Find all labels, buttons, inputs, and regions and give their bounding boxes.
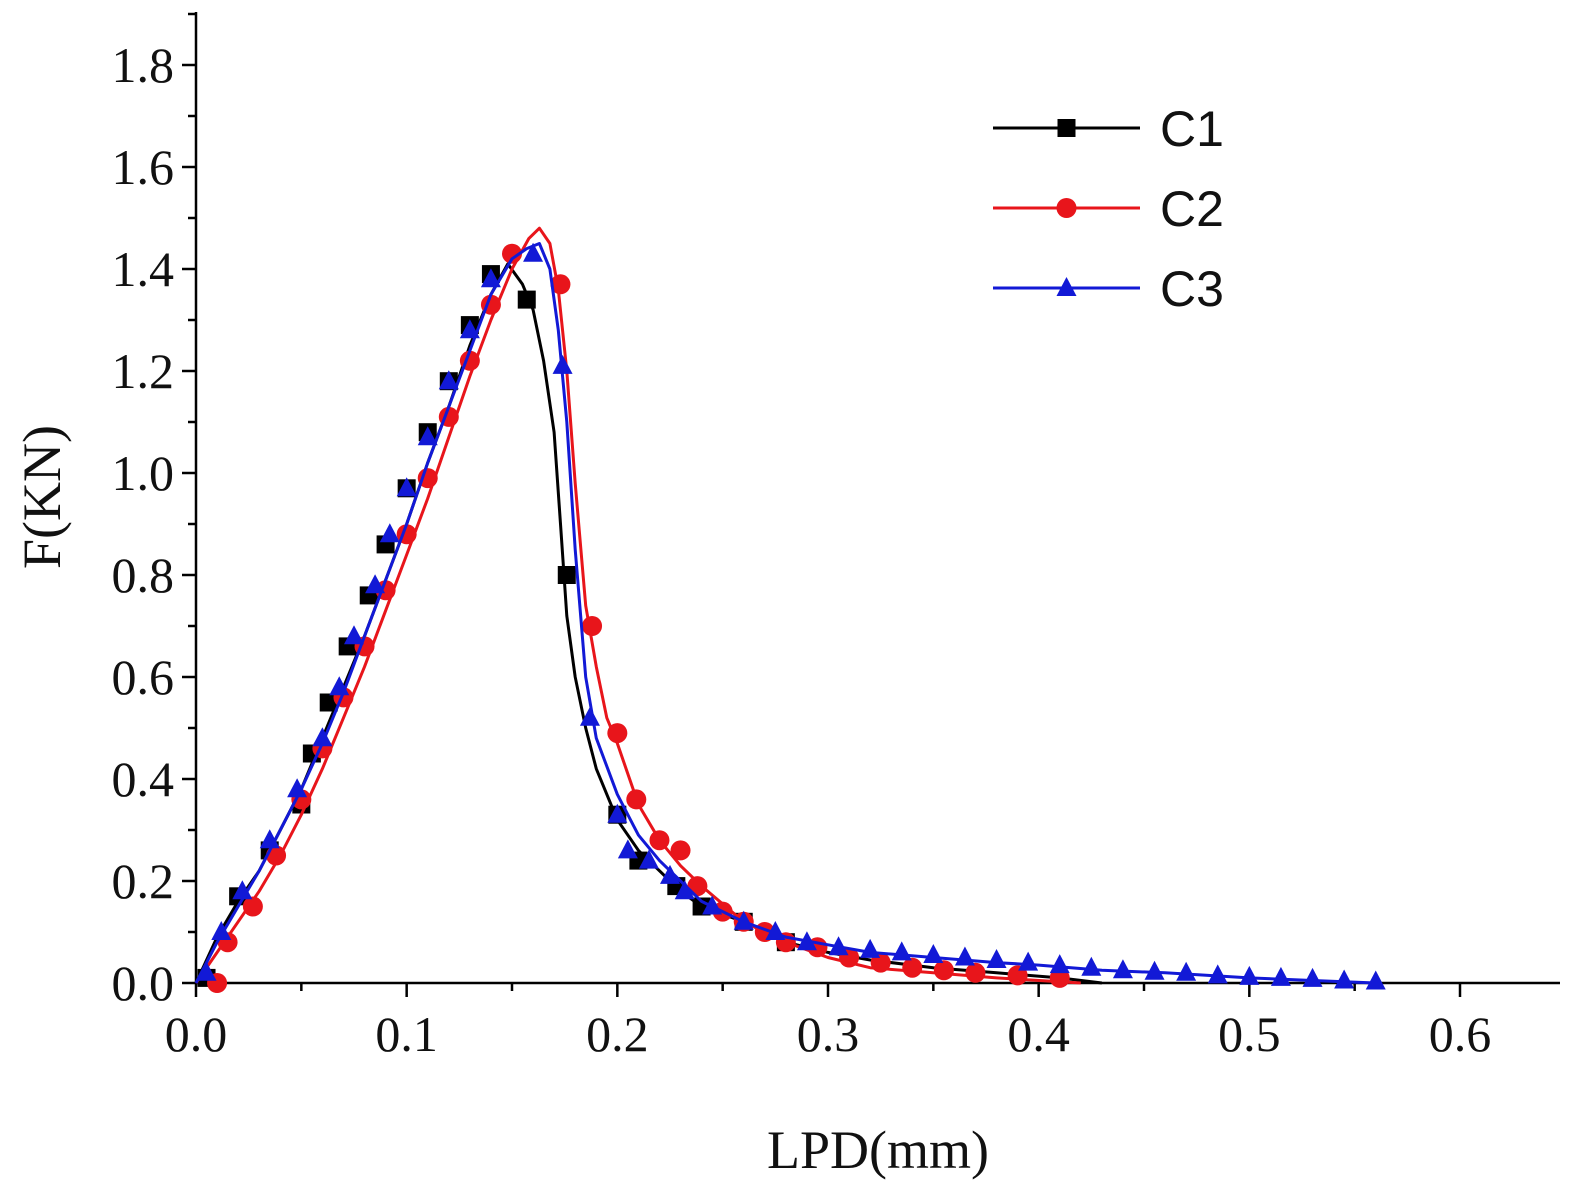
- y-axis-title: F(KN): [12, 425, 72, 569]
- data-point-c3: [828, 936, 849, 956]
- series-c3: [194, 242, 1386, 990]
- x-tick-label: 0.1: [375, 1006, 438, 1062]
- data-point-c3: [312, 727, 333, 747]
- series-c1: [194, 262, 1103, 987]
- series-line-c2: [194, 226, 1081, 985]
- data-point-c3: [1018, 951, 1039, 971]
- legend-marker-c3: [1056, 277, 1077, 296]
- data-point-c3: [211, 921, 232, 940]
- data-point-c3: [480, 268, 501, 288]
- data-point-c2: [582, 616, 603, 636]
- data-point-c1: [517, 290, 536, 309]
- series-line-c1: [194, 262, 1103, 985]
- y-tick-label: 1.4: [112, 241, 175, 297]
- legend: C1 C2 C3: [993, 101, 1224, 317]
- data-point-c3: [196, 961, 217, 981]
- data-point-c3: [1334, 969, 1355, 989]
- data-point-c3: [674, 880, 695, 900]
- data-point-c2: [550, 274, 571, 295]
- data-point-c3: [523, 242, 544, 262]
- data-point-c2: [242, 896, 263, 917]
- legend-label: C2: [1160, 181, 1224, 237]
- series-c2: [194, 226, 1081, 993]
- data-point-c3: [923, 943, 944, 963]
- data-point-c3: [1302, 967, 1323, 987]
- data-point-c3: [1049, 954, 1070, 974]
- chart-axes: [194, 12, 1560, 985]
- data-point-c2: [670, 840, 691, 861]
- data-point-c3: [259, 829, 280, 849]
- y-tick-label: 1.2: [112, 343, 175, 399]
- data-point-c2: [607, 723, 628, 744]
- data-point-c3: [417, 426, 438, 446]
- data-point-c2: [933, 960, 954, 981]
- axis-ticks: 0.0 0.1 0.2 0.3 0.4 0.5 0.6 0.0 0.2 0.4 0.6 0.8 1.0 1…: [112, 12, 1492, 1062]
- data-point-c3: [579, 706, 600, 726]
- x-axis-title: LPD(mm): [767, 1120, 989, 1180]
- data-point-c3: [1239, 965, 1260, 985]
- data-point-c3: [287, 778, 308, 798]
- data-point-c2: [649, 830, 670, 851]
- data-point-c3: [438, 370, 459, 390]
- data-point-c3: [552, 354, 573, 374]
- data-point-c3: [1112, 959, 1133, 979]
- data-point-c3: [1365, 970, 1386, 990]
- data-point-c3: [954, 946, 975, 966]
- data-point-c3: [1270, 966, 1291, 986]
- x-tick-label: 0.5: [1218, 1006, 1281, 1062]
- y-tick-label: 1.8: [112, 37, 175, 93]
- data-point-c3: [1176, 961, 1197, 981]
- data-point-c3: [638, 849, 659, 869]
- x-tick-label: 0.4: [1007, 1006, 1070, 1062]
- data-point-c3: [986, 949, 1007, 969]
- legend-item-c3: C3: [993, 261, 1224, 317]
- legend-marker-c1: [1057, 119, 1076, 137]
- y-tick-label: 1.0: [112, 445, 175, 501]
- data-point-c3: [765, 921, 786, 940]
- y-tick-label: 0.4: [112, 751, 175, 807]
- data-point-c3: [344, 625, 364, 645]
- data-point-c3: [379, 523, 400, 543]
- data-point-c3: [796, 931, 817, 951]
- x-tick-label: 0.6: [1429, 1006, 1492, 1062]
- x-tick-label: 0.2: [586, 1006, 649, 1062]
- data-point-c3: [459, 319, 480, 339]
- data-point-c3: [660, 864, 680, 884]
- data-point-c3: [860, 938, 881, 958]
- data-point-c3: [891, 941, 912, 961]
- data-point-c3: [232, 880, 253, 900]
- data-point-c3: [733, 910, 754, 930]
- y-tick-label: 0.0: [112, 955, 175, 1011]
- data-point-c3: [365, 574, 386, 594]
- data-point-c3: [1081, 956, 1102, 976]
- legend-item-c2: C2: [993, 181, 1224, 237]
- y-tick-label: 0.6: [112, 649, 175, 705]
- legend-marker-c2: [1056, 198, 1077, 218]
- series-line-c3: [194, 242, 1376, 985]
- legend-label: C1: [1160, 101, 1224, 157]
- y-tick-label: 0.8: [112, 547, 175, 603]
- data-point-c3: [1207, 964, 1228, 984]
- data-point-c2: [965, 962, 986, 983]
- data-point-c3: [607, 803, 628, 823]
- data-point-c3: [617, 839, 638, 859]
- data-point-c1: [319, 693, 338, 712]
- data-point-c3: [702, 895, 723, 915]
- data-point-c2: [902, 957, 923, 978]
- data-point-c2: [626, 789, 647, 810]
- series-layer: [194, 226, 1386, 993]
- data-point-c1: [557, 566, 576, 584]
- x-tick-label: 0.3: [797, 1006, 860, 1062]
- y-tick-label: 0.2: [112, 853, 175, 909]
- x-tick-label: 0.0: [165, 1006, 228, 1062]
- data-point-c3: [329, 676, 350, 696]
- legend-label: C3: [1160, 261, 1224, 317]
- y-tick-label: 1.6: [112, 139, 175, 195]
- data-point-c3: [1144, 960, 1165, 980]
- legend-item-c1: C1: [993, 101, 1224, 157]
- data-point-c2: [502, 243, 522, 264]
- data-point-c3: [396, 477, 417, 497]
